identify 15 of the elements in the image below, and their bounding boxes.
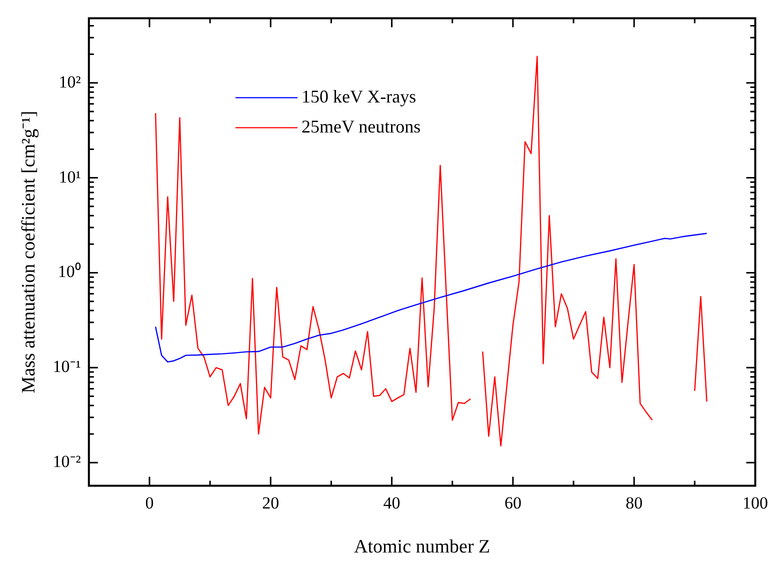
x-tick-label: 20 xyxy=(262,493,280,512)
y-tick-label: 10⁻² xyxy=(52,452,81,472)
x-tick-label: 60 xyxy=(504,493,522,512)
y-tick-label: 10² xyxy=(58,72,81,92)
x-tick-label: 40 xyxy=(383,493,400,512)
legend-label: 150 keV X-rays xyxy=(301,86,416,106)
y-tick-label: 10¹ xyxy=(58,167,81,186)
legend-label: 25meV neutrons xyxy=(301,116,421,136)
x-tick-label: 80 xyxy=(626,493,643,512)
x-axis-title: Atomic number Z xyxy=(354,536,490,558)
y-tick-label: 10⁻¹ xyxy=(52,357,81,376)
y-axis-title: Mass attenuation coefficient [cm²g⁻¹] xyxy=(18,110,40,394)
x-tick-label: 100 xyxy=(742,493,768,512)
y-tick-label: 10⁰ xyxy=(58,262,81,282)
x-tick-label: 0 xyxy=(145,493,154,512)
